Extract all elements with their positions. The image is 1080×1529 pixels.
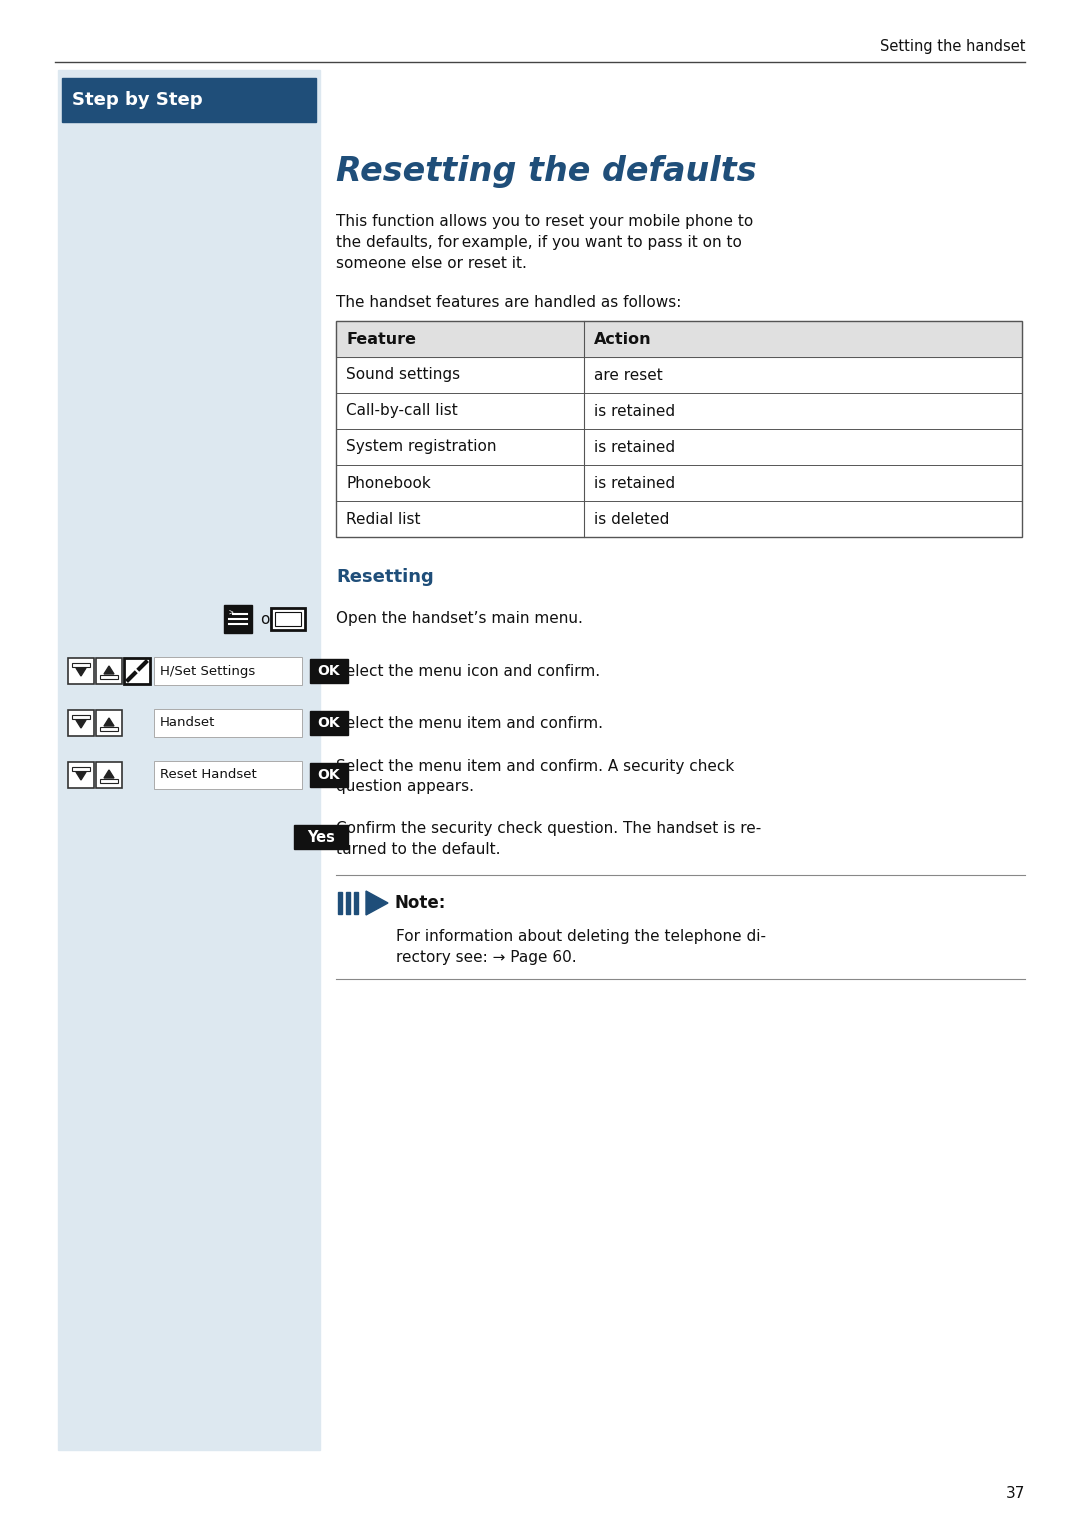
Bar (96, 709, 122, 735)
Polygon shape (76, 668, 86, 676)
Text: Call-by-call list: Call-by-call list (346, 404, 458, 419)
Text: OK: OK (318, 768, 340, 781)
Bar (224, 605, 252, 633)
Bar (294, 826, 348, 849)
Text: is retained: is retained (594, 439, 675, 454)
Text: is retained: is retained (594, 476, 675, 491)
Polygon shape (76, 772, 86, 780)
Bar (354, 891, 357, 914)
Text: OK: OK (318, 664, 340, 677)
Text: Feature: Feature (346, 332, 416, 347)
Text: Select the menu item and confirm. A security check: Select the menu item and confirm. A secu… (336, 758, 734, 774)
Text: are reset: are reset (594, 367, 663, 382)
Bar (336, 321, 1022, 537)
Bar (100, 778, 118, 783)
Polygon shape (104, 719, 114, 726)
Text: Select the menu icon and confirm.: Select the menu icon and confirm. (336, 664, 600, 679)
Text: someone else or reset it.: someone else or reset it. (336, 255, 527, 271)
Text: Phonebook: Phonebook (346, 476, 431, 491)
Bar (336, 321, 1022, 356)
Bar (72, 664, 90, 667)
Bar (72, 716, 90, 719)
Bar (271, 609, 305, 630)
Bar (96, 761, 122, 787)
Text: This function allows you to reset your mobile phone to: This function allows you to reset your m… (336, 214, 753, 229)
Bar (68, 657, 94, 683)
Text: is retained: is retained (594, 404, 675, 419)
Polygon shape (76, 720, 86, 728)
Text: Resetting: Resetting (336, 567, 434, 586)
Text: Note:: Note: (394, 894, 445, 911)
Text: Handset: Handset (160, 717, 215, 729)
Text: is deleted: is deleted (594, 512, 670, 526)
Bar (154, 761, 302, 789)
Text: Select the menu item and confirm.: Select the menu item and confirm. (336, 716, 603, 731)
Text: >: > (229, 609, 233, 618)
Text: 37: 37 (1005, 1486, 1025, 1501)
Text: question appears.: question appears. (336, 780, 474, 795)
Text: Reset Handset: Reset Handset (160, 769, 257, 781)
Bar (124, 657, 150, 683)
Text: H/Set Settings: H/Set Settings (160, 665, 255, 677)
Text: or: or (260, 612, 275, 627)
Text: turned to the default.: turned to the default. (336, 841, 500, 856)
Text: Sound settings: Sound settings (346, 367, 460, 382)
Text: Step by Step: Step by Step (72, 92, 203, 109)
Text: Action: Action (594, 332, 651, 347)
Text: Resetting the defaults: Resetting the defaults (336, 156, 757, 188)
Text: Yes: Yes (307, 830, 335, 844)
Bar (310, 659, 348, 683)
Bar (275, 612, 301, 625)
Bar (100, 726, 118, 731)
Polygon shape (366, 891, 388, 914)
Bar (62, 78, 316, 122)
Text: Redial list: Redial list (346, 512, 420, 526)
Bar (154, 657, 302, 685)
Bar (68, 761, 94, 787)
Bar (310, 711, 348, 735)
Polygon shape (104, 771, 114, 778)
Text: Confirm the security check question. The handset is re-: Confirm the security check question. The… (336, 821, 761, 835)
Text: The handset features are handled as follows:: The handset features are handled as foll… (336, 295, 681, 310)
Text: the defaults, for example, if you want to pass it on to: the defaults, for example, if you want t… (336, 235, 742, 251)
Text: For information about deleting the telephone di-: For information about deleting the telep… (396, 930, 766, 943)
Bar (72, 768, 90, 771)
Text: Open the handset’s main menu.: Open the handset’s main menu. (336, 612, 583, 627)
Bar (154, 709, 302, 737)
Text: OK: OK (318, 716, 340, 729)
Bar (58, 70, 320, 1449)
Bar (338, 891, 342, 914)
Text: Setting the handset: Setting the handset (879, 38, 1025, 54)
Text: System registration: System registration (346, 439, 497, 454)
Bar (96, 657, 122, 683)
Bar (68, 709, 94, 735)
Text: rectory see: → Page 60.: rectory see: → Page 60. (396, 950, 577, 965)
Bar (310, 763, 348, 787)
Bar (346, 891, 350, 914)
Bar (100, 674, 118, 679)
Polygon shape (104, 667, 114, 674)
